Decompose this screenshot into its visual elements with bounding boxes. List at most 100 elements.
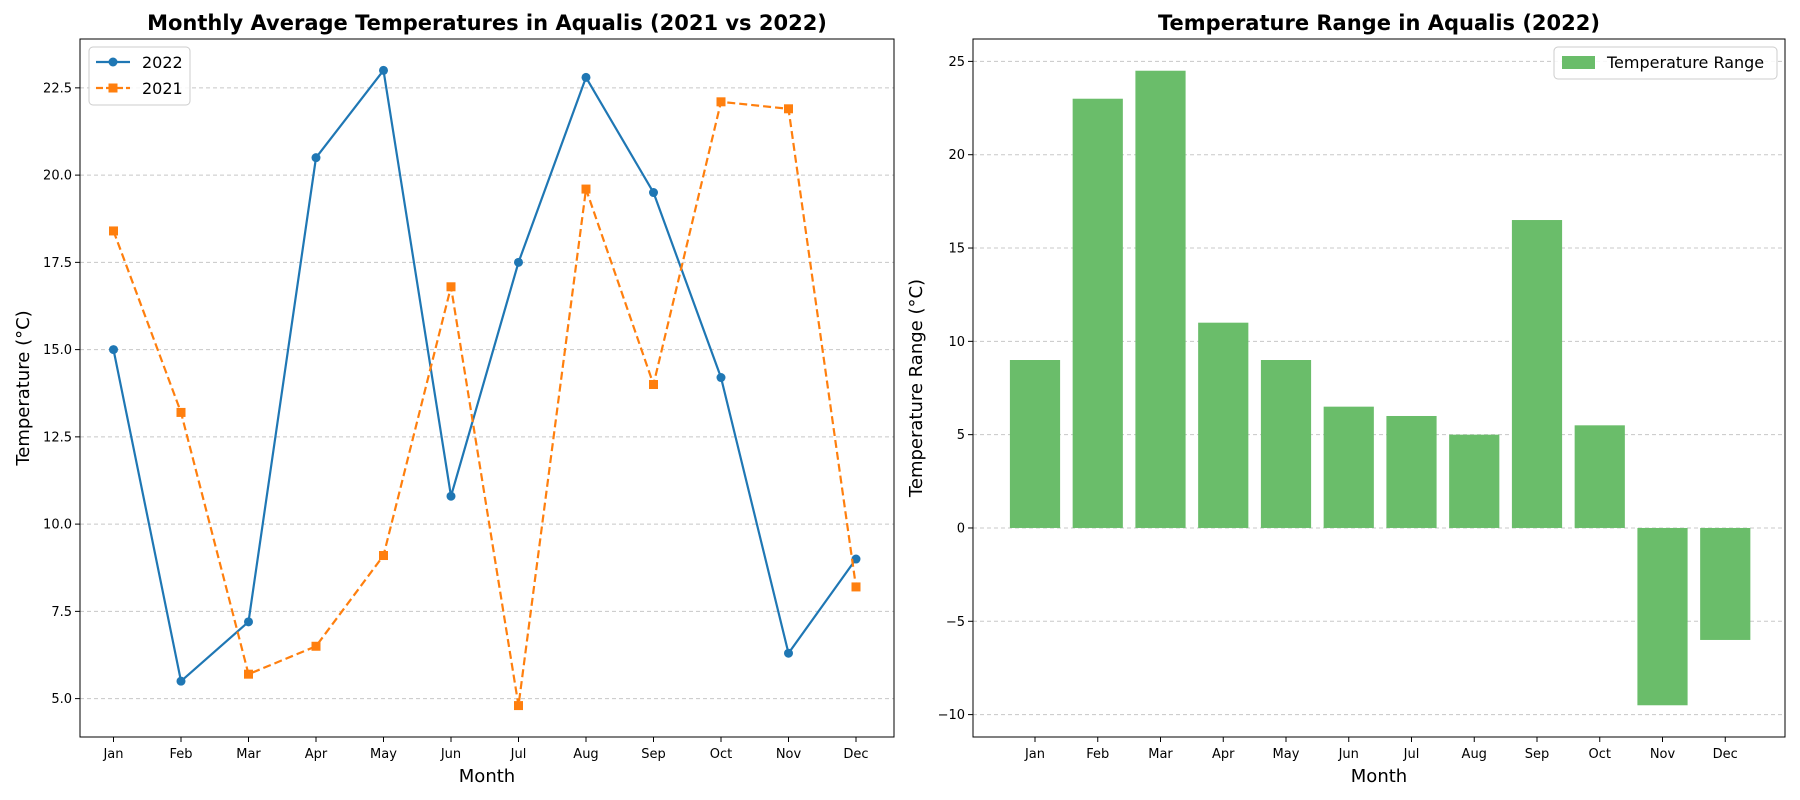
x-tick-label: Jun xyxy=(440,747,461,762)
data-point-2022 xyxy=(311,153,321,163)
y-tick-label: 20 xyxy=(948,148,965,163)
bar-chart-bars xyxy=(1009,70,1751,706)
data-point-2021 xyxy=(716,97,726,107)
x-tick-label: Feb xyxy=(1086,747,1109,762)
x-tick-label: Dec xyxy=(1713,747,1738,762)
series-line-2021 xyxy=(112,100,858,707)
data-point-2022 xyxy=(649,188,658,198)
line-chart-plot-frame xyxy=(79,38,895,738)
x-tick-label: Jan xyxy=(102,747,123,762)
bar-chart-x-axis-label: Month xyxy=(1351,766,1407,787)
y-tick-label: −5 xyxy=(946,615,965,630)
legend-marker-2022 xyxy=(108,57,118,67)
bar-May xyxy=(1260,360,1312,528)
y-tick-label: 10.0 xyxy=(43,518,72,533)
x-tick-label: Jan xyxy=(1024,747,1045,762)
bar-Dec xyxy=(1700,527,1751,640)
y-tick-label: 15.0 xyxy=(43,343,72,358)
x-tick-label: May xyxy=(370,747,397,762)
data-point-2021 xyxy=(446,282,456,292)
data-point-2021 xyxy=(581,184,591,194)
y-tick-label: 22.5 xyxy=(43,81,72,96)
data-point-2021 xyxy=(311,641,321,651)
data-point-2022 xyxy=(379,65,388,75)
x-tick-label: Apr xyxy=(1212,747,1235,762)
legend-label: Temperature Range xyxy=(1606,53,1764,72)
x-tick-label: Feb xyxy=(169,747,192,762)
y-tick-label: 20.0 xyxy=(43,169,72,184)
bar-Apr xyxy=(1198,322,1249,528)
x-tick-label: Apr xyxy=(305,747,328,762)
data-point-2022 xyxy=(581,72,591,82)
x-tick-label: Mar xyxy=(1148,747,1173,762)
bar-Jun xyxy=(1323,406,1374,528)
bar-Sep xyxy=(1511,220,1563,528)
bar-chart: Temperature Range in Aqualis (2022) Jan F… xyxy=(906,11,1786,787)
y-tick-label: −10 xyxy=(938,708,965,723)
bar-Jan xyxy=(1009,360,1061,528)
line-chart-x-axis: Jan Feb Mar Apr May Jun Jul Aug Sep Oct Nov Dec xyxy=(102,737,869,762)
x-tick-label: Dec xyxy=(843,747,868,762)
x-tick-label: Aug xyxy=(573,747,598,762)
data-point-2022 xyxy=(716,373,726,383)
y-tick-label: 10 xyxy=(948,335,965,350)
line-chart-title: Monthly Average Temperatures in Aqualis … xyxy=(147,11,827,35)
x-tick-label: Mar xyxy=(236,747,261,762)
data-point-2022 xyxy=(784,648,793,658)
data-point-2021 xyxy=(244,669,253,679)
data-point-2022 xyxy=(176,676,186,686)
series-line-2022 xyxy=(112,69,857,683)
line-chart-gridlines xyxy=(80,87,894,700)
data-point-2021 xyxy=(784,104,793,114)
legend-marker-2021 xyxy=(108,83,118,93)
data-point-2022 xyxy=(446,491,456,501)
bar-Nov xyxy=(1637,527,1688,706)
bar-Jul xyxy=(1386,415,1437,528)
data-point-2022 xyxy=(851,554,861,564)
y-tick-label: 5 xyxy=(957,428,965,443)
legend-frame xyxy=(1553,46,1778,80)
data-point-2021 xyxy=(109,226,118,236)
line-chart: Monthly Average Temperatures in Aqualis … xyxy=(13,11,895,787)
data-point-2021 xyxy=(379,551,388,561)
y-tick-label: 12.5 xyxy=(43,430,72,445)
data-point-2022 xyxy=(244,617,253,627)
x-tick-label: Nov xyxy=(1650,747,1676,762)
bar-Oct xyxy=(1574,425,1625,528)
bar-Aug xyxy=(1449,434,1500,528)
data-point-2022 xyxy=(109,345,118,355)
x-tick-label: Jun xyxy=(1338,747,1359,762)
line-chart-y-axis-label: Temperature (°C) xyxy=(13,310,34,466)
line-chart-x-axis-label: Month xyxy=(459,766,515,787)
bar-chart-x-axis: Jan Feb Mar Apr May Jun Jul Aug Sep Oct Nov Dec xyxy=(1024,737,1738,762)
bar-Feb xyxy=(1072,98,1123,528)
data-point-2021 xyxy=(649,380,658,390)
x-tick-label: Nov xyxy=(776,747,802,762)
line-chart-legend: 2022 2021 xyxy=(88,46,191,106)
data-point-2021 xyxy=(176,407,186,417)
bar-chart-y-axis-label: Temperature Range (°C) xyxy=(906,279,927,498)
y-tick-label: 5.0 xyxy=(51,692,72,707)
bar-chart-y-axis: −10 −5 0 5 10 15 20 25 xyxy=(938,55,973,723)
x-tick-label: Oct xyxy=(1589,747,1611,762)
line-chart-series xyxy=(109,65,861,711)
line-chart-y-axis: 5.0 7.5 10.0 12.5 15.0 17.5 20.0 22.5 xyxy=(43,81,80,707)
bar-chart-plot-frame xyxy=(972,38,1786,738)
y-tick-label: 17.5 xyxy=(43,256,72,271)
bar-chart-title: Temperature Range in Aqualis (2022) xyxy=(1158,11,1600,35)
x-tick-label: Sep xyxy=(641,747,666,762)
data-point-2021 xyxy=(514,701,523,711)
data-point-2021 xyxy=(851,582,861,592)
x-tick-label: Aug xyxy=(1462,747,1487,762)
bar-Mar xyxy=(1135,70,1186,528)
y-tick-label: 15 xyxy=(948,242,965,257)
y-tick-label: 7.5 xyxy=(51,605,72,620)
data-point-2022 xyxy=(514,257,523,267)
x-tick-label: Jul xyxy=(1403,747,1420,762)
x-tick-label: May xyxy=(1273,747,1300,762)
y-tick-label: 25 xyxy=(948,55,965,70)
legend-label: 2022 xyxy=(142,53,183,72)
x-tick-label: Oct xyxy=(710,747,732,762)
x-tick-label: Jul xyxy=(510,747,527,762)
